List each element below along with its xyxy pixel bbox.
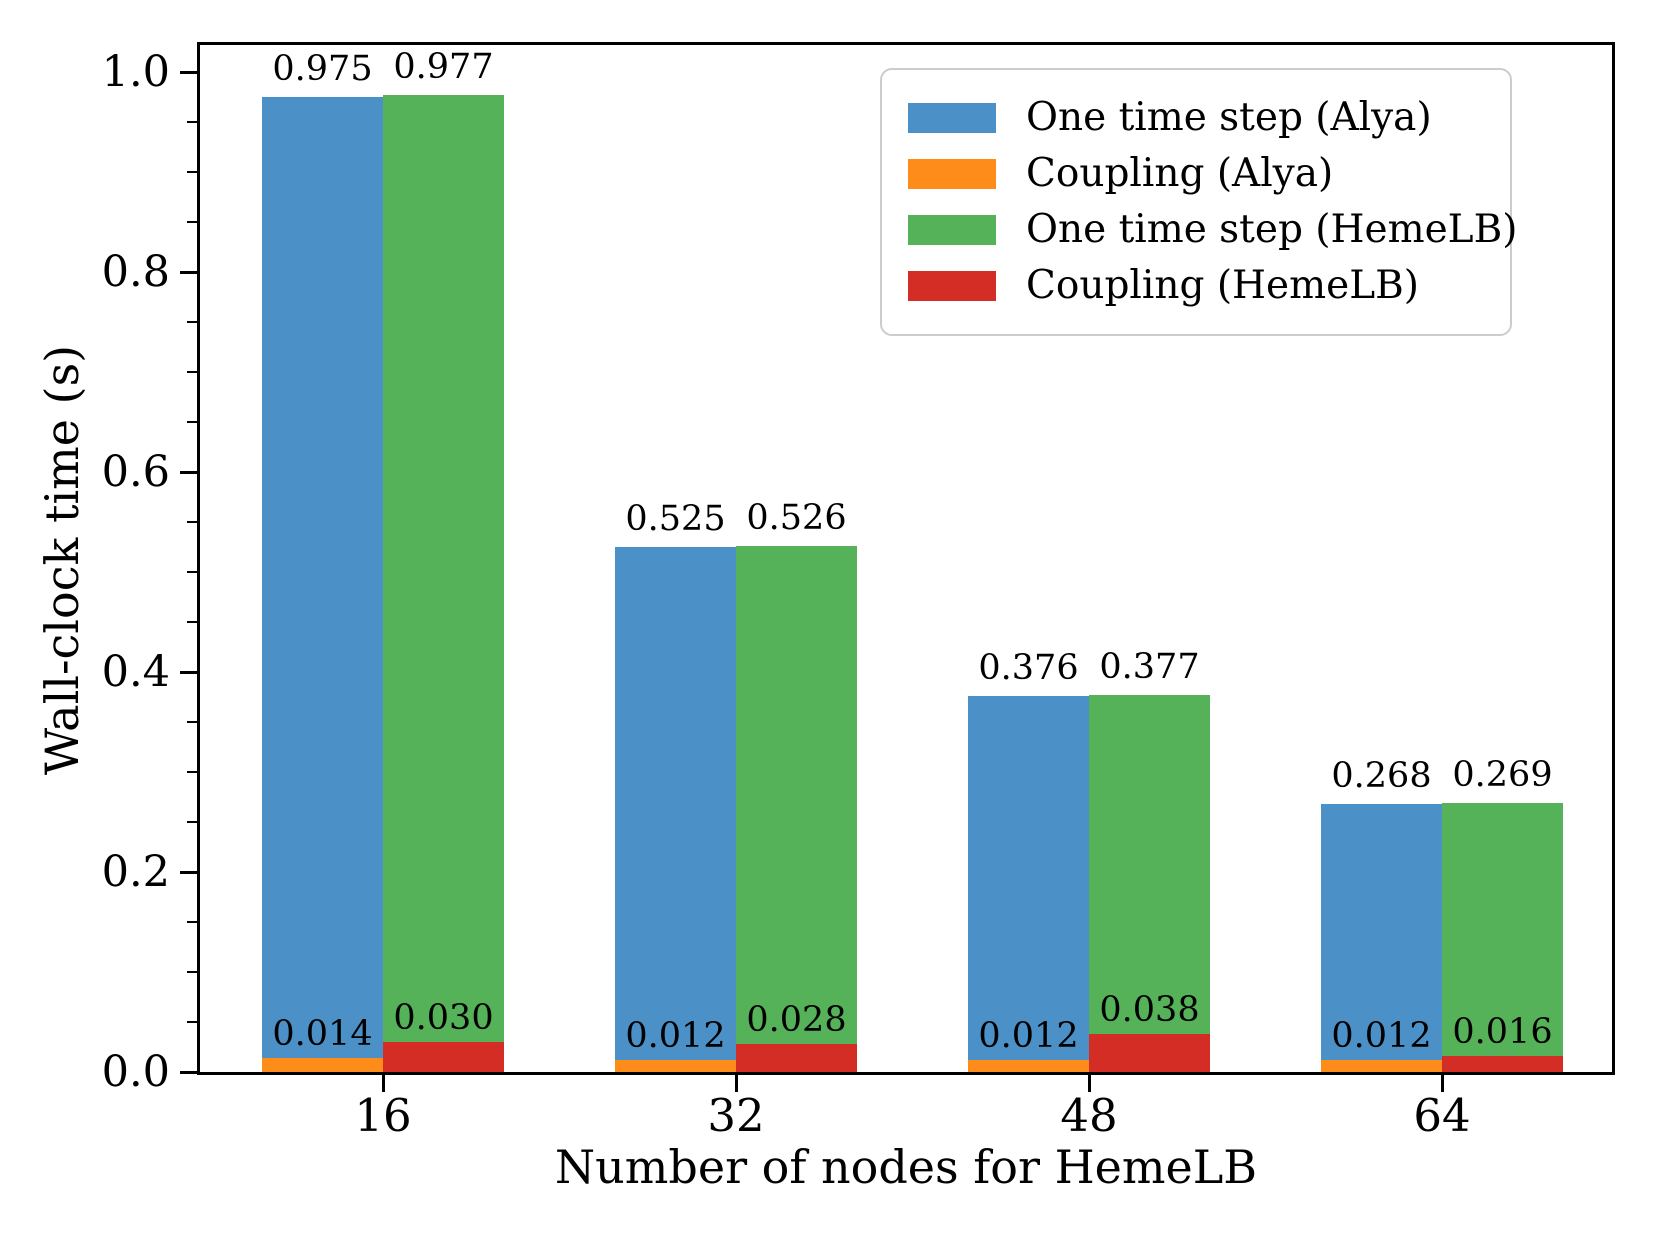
x-major-tick [1087, 1075, 1091, 1092]
legend-item: One time step (Alya) [908, 90, 1490, 146]
y-minor-tick [187, 771, 197, 773]
bar-value-label: 0.975 [272, 49, 373, 89]
coupling-value-label: 0.014 [272, 1014, 373, 1054]
coupling-value-label: 0.028 [746, 1000, 847, 1040]
y-tick-label: 0.8 [101, 247, 170, 297]
y-minor-tick [187, 821, 197, 823]
y-minor-tick [187, 921, 197, 923]
y-axis-title: Wall-clock time (s) [35, 344, 89, 776]
legend-label: Coupling (Alya) [1026, 151, 1334, 196]
y-tick-label: 0.4 [101, 647, 170, 697]
x-major-tick [734, 1075, 738, 1092]
x-major-tick [381, 1075, 385, 1092]
y-minor-tick [187, 171, 197, 173]
coupling-value-label: 0.016 [1452, 1012, 1553, 1052]
bar-segment-Coupling (HemeLB) [1089, 1034, 1210, 1072]
bar-segment-Coupling (HemeLB) [1442, 1056, 1563, 1072]
bar-segment-Coupling (HemeLB) [383, 1042, 504, 1072]
legend-label: One time step (HemeLB) [1026, 207, 1518, 252]
bar-segment-Coupling (Alya) [1321, 1060, 1442, 1072]
y-tick-label: 0.6 [101, 447, 170, 497]
x-tick-label: 64 [1413, 1089, 1471, 1142]
bar-value-label: 0.268 [1331, 756, 1432, 796]
y-tick-label: 0.2 [101, 847, 170, 897]
y-major-tick [180, 670, 197, 674]
bar-value-label: 0.525 [625, 499, 726, 539]
y-minor-tick [187, 721, 197, 723]
bar-value-label: 0.269 [1452, 755, 1553, 795]
legend-swatch-icon [908, 159, 996, 189]
bar-value-label: 0.526 [746, 498, 847, 538]
bar-value-label: 0.376 [978, 648, 1079, 688]
y-minor-tick [187, 571, 197, 573]
x-major-tick [1440, 1075, 1444, 1092]
x-axis-title: Number of nodes for HemeLB [554, 1140, 1258, 1194]
y-minor-tick [187, 521, 197, 523]
y-minor-tick [187, 321, 197, 323]
y-tick-label: 0.0 [101, 1047, 170, 1097]
legend-swatch-icon [908, 271, 996, 301]
bar-One time step (Alya) [1321, 804, 1442, 1072]
coupling-value-label: 0.038 [1099, 990, 1200, 1030]
coupling-value-label: 0.012 [625, 1016, 726, 1056]
coupling-value-label: 0.012 [978, 1016, 1079, 1056]
bar-One time step (HemeLB) [736, 546, 857, 1072]
plot-layer: 0.0 0.2 0.4 0.6 0.8 1.0 16 32 48 64 0.975 0.014 0.97… [102, 45, 1612, 1142]
x-tick-label: 32 [707, 1089, 765, 1142]
bar-value-label: 0.377 [1099, 647, 1200, 687]
y-minor-tick [187, 421, 197, 423]
legend-label: One time step (Alya) [1026, 95, 1432, 140]
legend-item: One time step (HemeLB) [908, 202, 1517, 258]
legend-swatch-icon [908, 215, 996, 245]
bar-value-label: 0.977 [393, 47, 494, 87]
bar-segment-Coupling (HemeLB) [736, 1044, 857, 1072]
bar-One time step (Alya) [968, 696, 1089, 1072]
legend: One time step (Alya) Coupling (Alya) One t… [880, 68, 1517, 336]
y-major-tick [180, 1070, 197, 1074]
bar-One time step (Alya) [262, 97, 383, 1072]
x-tick-label: 16 [354, 1089, 412, 1142]
legend-item: Coupling (Alya) [908, 146, 1490, 202]
bar-One time step (Alya) [615, 547, 736, 1072]
legend-swatch-icon [908, 103, 996, 133]
y-minor-tick [187, 371, 197, 373]
y-major-tick [180, 70, 197, 74]
bar-segment-Coupling (Alya) [968, 1060, 1089, 1072]
y-major-tick [180, 270, 197, 274]
legend-label: Coupling (HemeLB) [1026, 263, 1419, 308]
y-minor-tick [187, 621, 197, 623]
y-major-tick [180, 870, 197, 874]
plot-area: 0.0 0.2 0.4 0.6 0.8 1.0 16 32 48 64 0.975 0.014 0.97… [102, 42, 1615, 1142]
x-tick-label: 48 [1060, 1089, 1118, 1142]
coupling-value-label: 0.030 [393, 998, 494, 1038]
y-minor-tick [187, 1021, 197, 1023]
bar-One time step (HemeLB) [1089, 695, 1210, 1072]
bar-One time step (HemeLB) [1442, 803, 1563, 1072]
bar-segment-Coupling (Alya) [615, 1060, 736, 1072]
coupling-value-label: 0.012 [1331, 1016, 1432, 1056]
y-tick-label: 1.0 [101, 47, 170, 97]
bar-One time step (HemeLB) [383, 95, 504, 1072]
y-minor-tick [187, 971, 197, 973]
y-minor-tick [187, 221, 197, 223]
y-major-tick [180, 470, 197, 474]
bar-segment-Coupling (Alya) [262, 1058, 383, 1072]
legend-item: Coupling (HemeLB) [908, 258, 1490, 314]
y-minor-tick [187, 121, 197, 123]
